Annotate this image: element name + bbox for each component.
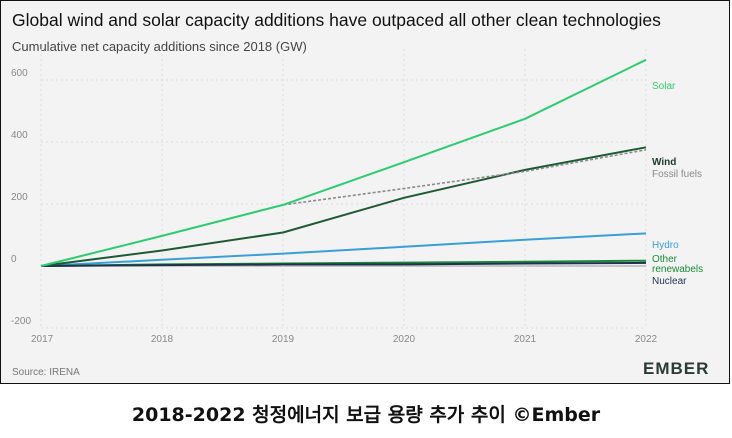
y-tick-label: 0 <box>11 254 17 265</box>
chart-title: Global wind and solar capacity additions… <box>12 10 661 30</box>
x-tick-label: 2019 <box>272 334 295 345</box>
legend-label-hydro: Hydro <box>652 240 679 251</box>
y-tick-label: -200 <box>11 316 31 327</box>
x-tick-label: 2018 <box>151 334 174 345</box>
y-tick-label: 400 <box>11 130 28 141</box>
image-caption: 2018-2022 청정에너지 보급 용량 추가 추이 ©Ember <box>131 404 601 426</box>
legend-label-other-renewabels: renewabels <box>652 264 703 275</box>
y-tick-label: 200 <box>11 192 28 203</box>
series-line-hydro <box>40 232 647 267</box>
series-line-fossil-fuels <box>40 149 647 267</box>
x-tick-label: 2022 <box>635 334 658 345</box>
line-chart: -200 0 200 400 600 2017 2018 2019 2020 2021 2022 So… <box>11 49 703 345</box>
legend-label-wind: Wind <box>652 157 676 168</box>
ember-logo: EMBER <box>643 359 710 378</box>
series-line-solar <box>40 58 647 267</box>
source-note: Source: IRENA <box>12 367 80 378</box>
legend-label-nuclear: Nuclear <box>652 276 687 287</box>
series-line-wind <box>40 146 647 267</box>
x-tick-label: 2017 <box>31 334 54 345</box>
x-tick-label: 2021 <box>514 334 537 345</box>
series-line-nuclear <box>40 261 647 267</box>
legend-label-solar: Solar <box>652 81 676 92</box>
x-tick-label: 2020 <box>393 334 416 345</box>
chart-frame: Global wind and solar capacity additions… <box>0 0 730 384</box>
y-tick-label: 600 <box>11 68 28 79</box>
legend-label-other-renewabels: Other <box>652 254 678 265</box>
legend-label-fossil-fuels: Fossil fuels <box>652 169 702 180</box>
chart-subtitle: Cumulative net capacity additions since … <box>12 39 307 54</box>
